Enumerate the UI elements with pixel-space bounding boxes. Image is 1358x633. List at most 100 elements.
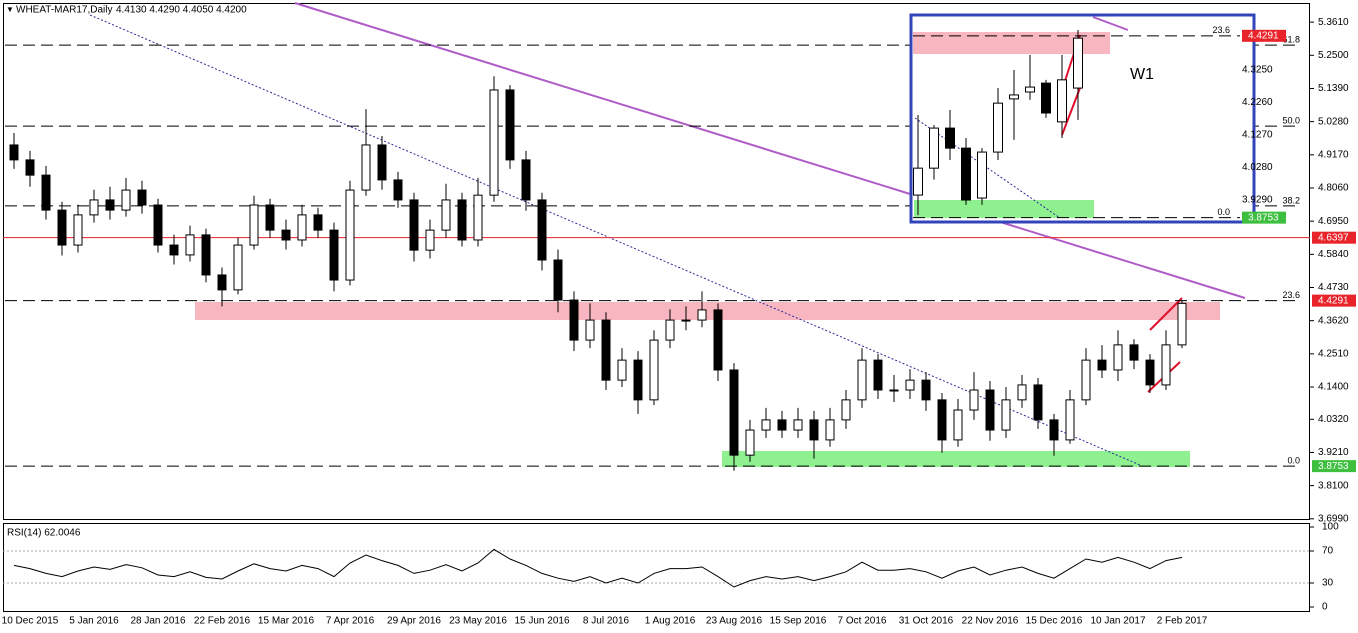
y-tick-label: 4.2510 [1318, 348, 1349, 359]
candle-body [57, 209, 67, 246]
inset-resistance-zone [913, 32, 1110, 54]
candle-body [153, 204, 163, 246]
y-tick-label: 5.0280 [1318, 116, 1349, 127]
rsi-line [13, 548, 1183, 588]
candle-body [9, 144, 19, 161]
y-tick-label: 5.1390 [1318, 83, 1349, 94]
candle-body [585, 319, 595, 341]
price-marker-label: 3.8753 [1248, 212, 1279, 223]
y-tick-label: 4.9170 [1318, 149, 1349, 160]
candle-body [809, 419, 819, 441]
y-tick-label: 4.4730 [1318, 282, 1349, 293]
y-tick-label: 3.6990 [1318, 513, 1349, 524]
price-marker [1242, 29, 1286, 42]
x-tick-label: 22 Feb 2016 [194, 616, 251, 627]
y-tick-label: 4.6950 [1318, 216, 1349, 227]
candle-body [857, 359, 867, 401]
candle-body [1009, 94, 1019, 100]
price-marker [1312, 294, 1356, 307]
candle-body [89, 199, 99, 216]
candle-body [329, 229, 339, 281]
inset-panel: 4.3250 4.2260 4.1270 4.0280 3.9290 23.6 0.0 4.4… [913, 25, 1286, 224]
candle-body [993, 102, 1003, 153]
candle-body [929, 127, 939, 169]
candle-body [953, 409, 963, 441]
fib-label: 50.0 [1282, 115, 1300, 125]
x-tick-label: 23 May 2016 [449, 616, 507, 627]
y-tick-label: 3.8100 [1318, 480, 1349, 491]
candle-body [1161, 344, 1171, 386]
candle-body [377, 144, 387, 181]
x-tick-label: 15 Mar 2016 [258, 616, 315, 627]
candle-body [297, 214, 307, 241]
fib-label: 23.6 [1212, 25, 1230, 35]
candle-body [841, 399, 851, 421]
candle-body [281, 229, 291, 241]
main-panel: 5.3610 5.2500 5.1390 5.0280 4.9170 4.8060 4.69… [3, 17, 1356, 524]
x-tick-label: 28 Jan 2016 [130, 616, 185, 627]
x-tick-label: 15 Dec 2016 [1026, 616, 1083, 627]
price-marker-label: 4.4291 [1318, 295, 1349, 306]
candle-body [313, 214, 323, 231]
y-tick-label: 4.0320 [1318, 414, 1349, 425]
y-tick-label: 100 [1322, 522, 1339, 533]
y-tick-label: 4.3620 [1318, 315, 1349, 326]
candle-body [945, 127, 955, 149]
candle-body [793, 419, 803, 431]
y-tick-label: 4.8060 [1318, 183, 1349, 194]
candle-body [1073, 37, 1083, 89]
y-tick-label: 4.2260 [1242, 97, 1273, 108]
candle-body [985, 389, 995, 431]
y-tick-label: 5.2500 [1318, 50, 1349, 61]
candle-body [1041, 82, 1051, 114]
candle-body [961, 147, 971, 201]
main-frame [3, 3, 1310, 520]
candle-body [137, 189, 147, 206]
candle-body [73, 214, 83, 246]
candle-body [265, 204, 275, 231]
x-tick-label: 23 Aug 2016 [706, 616, 763, 627]
candle-body [345, 189, 355, 281]
candle-body [1033, 384, 1043, 421]
candle-body [1097, 359, 1107, 371]
inset-channel-line [1061, 87, 1081, 136]
candle-body [601, 319, 611, 381]
candle-body [633, 359, 643, 401]
y-tick-label: 30 [1322, 578, 1334, 589]
candle-body [969, 389, 979, 411]
candle-body [1057, 79, 1067, 123]
candle-body [201, 234, 211, 276]
inset-support-zone [914, 200, 1094, 218]
price-marker-label: 3.8753 [1318, 461, 1349, 472]
x-tick-label: 15 Jun 2016 [514, 616, 569, 627]
price-marker [1242, 211, 1286, 224]
price-marker-label: 4.6397 [1318, 232, 1349, 243]
candle-body [1049, 419, 1059, 441]
candle-body [889, 389, 899, 392]
candle-body [217, 274, 227, 291]
y-tick-label: 5.3610 [1318, 17, 1349, 28]
support-zone [722, 451, 1190, 467]
candle-body [649, 339, 659, 401]
candle-body [1065, 399, 1075, 441]
x-tick-label: 10 Dec 2015 [2, 616, 59, 627]
fib-label: 0.0 [1217, 207, 1230, 217]
candle-body [521, 159, 531, 201]
candle-body [761, 419, 771, 431]
candle-body [425, 229, 435, 251]
candle-body [1113, 344, 1123, 371]
inset-trend-line-dotted [914, 117, 1061, 219]
x-tick-label: 7 Apr 2016 [326, 616, 375, 627]
candle-body [1129, 344, 1139, 361]
y-tick-label: 3.9210 [1318, 447, 1349, 458]
x-tick-label: 31 Oct 2016 [899, 616, 954, 627]
resistance-zone [195, 302, 1220, 320]
x-tick-label: 1 Aug 2016 [645, 616, 696, 627]
y-tick-label: 4.5840 [1318, 249, 1349, 260]
candle-body [729, 369, 739, 456]
candle-body [1145, 359, 1155, 386]
y-tick-label: 4.1270 [1242, 130, 1273, 141]
candle-body [1017, 384, 1027, 401]
candle-body [745, 429, 755, 456]
